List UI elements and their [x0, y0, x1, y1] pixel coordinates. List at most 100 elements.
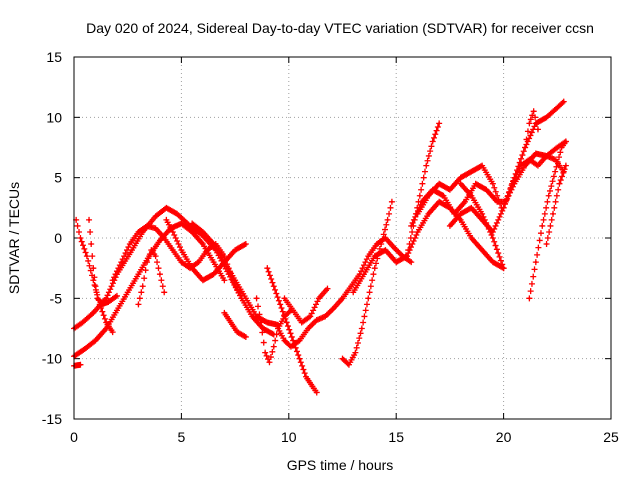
data-point: [324, 315, 327, 318]
series-track-8: [163, 216, 249, 284]
data-point: [459, 218, 462, 222]
data-point: [276, 327, 280, 330]
data-point: [362, 273, 366, 276]
data-point: [205, 248, 209, 252]
data-point: [562, 100, 565, 103]
data-point: [233, 248, 237, 252]
data-point: [480, 164, 484, 167]
data-point: [190, 266, 194, 270]
data-point: [523, 146, 527, 149]
data-point: [332, 306, 336, 310]
x-tick-label: 20: [496, 429, 512, 445]
y-axis-label: SDTVAR / TECUs: [6, 182, 22, 294]
data-point: [564, 164, 568, 167]
data-point: [532, 110, 535, 113]
data-point: [180, 260, 183, 264]
data-point: [233, 279, 237, 282]
data-point: [171, 248, 175, 252]
data-point: [115, 309, 119, 312]
data-point: [212, 260, 215, 264]
series-markers: [264, 265, 320, 396]
y-tick-label: -5: [50, 290, 63, 306]
data-point: [564, 140, 568, 143]
data-point: [111, 330, 114, 334]
data-point: [137, 273, 140, 276]
series-markers: [543, 162, 569, 248]
y-tick-label: -10: [42, 351, 62, 367]
data-point: [418, 194, 422, 197]
data-point: [416, 230, 419, 234]
data-point: [452, 212, 456, 216]
data-point: [425, 164, 428, 167]
data-point: [470, 206, 473, 210]
data-point: [416, 212, 419, 216]
data-point: [306, 327, 310, 330]
data-point: [74, 218, 78, 222]
data-point: [107, 300, 110, 304]
data-point: [470, 194, 473, 197]
data-point: [251, 315, 254, 318]
data-point: [223, 254, 226, 258]
data-point: [551, 212, 555, 216]
data-point: [285, 321, 288, 324]
data-point: [154, 215, 157, 218]
y-tick-label: -15: [42, 411, 62, 427]
data-point: [279, 303, 282, 306]
x-tick-label: 25: [603, 429, 619, 445]
data-point: [255, 315, 258, 318]
series-markers: [221, 309, 249, 340]
data-point: [300, 321, 303, 324]
data-point: [291, 309, 295, 312]
data-point: [165, 206, 168, 210]
data-point: [459, 212, 462, 216]
data-point: [367, 297, 370, 300]
series-markers: [339, 198, 395, 368]
data-point: [266, 266, 269, 270]
data-point: [223, 279, 226, 282]
data-point: [259, 321, 263, 324]
data-point: [163, 236, 166, 240]
data-points: [71, 98, 569, 396]
data-point: [175, 212, 179, 216]
data-point: [190, 222, 194, 225]
data-point: [560, 146, 563, 149]
data-point: [354, 351, 357, 354]
data-point: [263, 351, 267, 354]
data-point: [553, 158, 557, 161]
data-point: [212, 273, 215, 276]
data-point: [309, 315, 312, 318]
data-point: [510, 182, 514, 185]
data-point: [236, 330, 239, 334]
series-markers: [281, 285, 331, 326]
series-track-20: [446, 98, 567, 235]
data-point: [83, 347, 86, 351]
data-point: [502, 206, 505, 210]
data-point: [94, 285, 97, 288]
data-point: [315, 318, 318, 322]
data-point: [442, 194, 445, 197]
x-tick-label: 10: [281, 429, 297, 445]
data-point: [130, 248, 134, 252]
data-point: [223, 311, 226, 315]
series-track-7: [135, 247, 168, 308]
data-point: [188, 224, 192, 228]
series-track-13: [275, 235, 415, 350]
data-point: [197, 260, 200, 264]
data-point: [556, 106, 559, 109]
data-point: [437, 122, 441, 125]
series-markers: [71, 361, 84, 369]
data-point: [158, 273, 162, 276]
data-point: [448, 224, 452, 228]
data-point: [392, 246, 396, 249]
data-point: [545, 242, 548, 246]
data-point: [261, 327, 265, 330]
data-point: [105, 297, 108, 300]
data-point: [347, 363, 351, 366]
data-point: [244, 297, 248, 300]
data-point: [145, 260, 149, 264]
data-point: [105, 327, 108, 330]
data-point: [126, 291, 129, 294]
data-point: [87, 218, 91, 222]
data-point: [502, 266, 505, 270]
x-axis-label: GPS time / hours: [287, 457, 394, 473]
